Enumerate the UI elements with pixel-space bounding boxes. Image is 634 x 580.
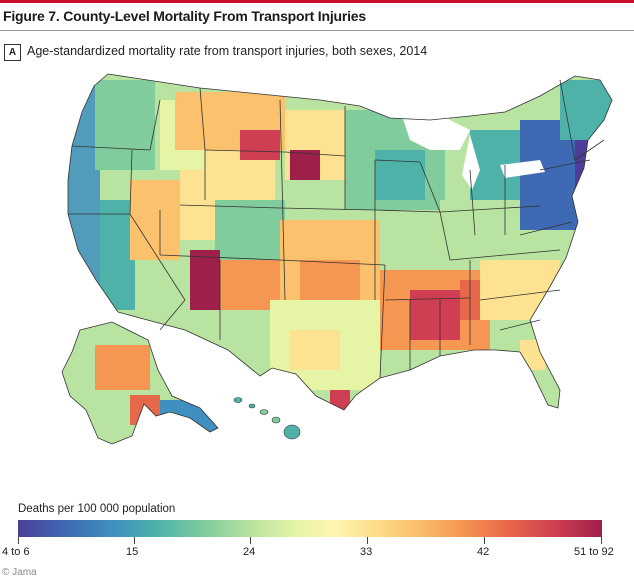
- legend-label-min: 4 to 6: [2, 546, 30, 558]
- panel-letter: A: [4, 44, 21, 61]
- legend-tick: [250, 537, 251, 544]
- legend-label-33: 33: [360, 546, 373, 558]
- legend-label-42: 42: [477, 546, 490, 558]
- us-county-map: [0, 62, 634, 492]
- panel-caption: Age-standardized mortality rate from tra…: [27, 44, 428, 58]
- legend-tick: [134, 537, 135, 544]
- title-divider: [0, 30, 634, 31]
- top-accent-rule: [0, 0, 634, 3]
- legend-title: Deaths per 100 000 population: [18, 503, 176, 515]
- alaska: [61, 321, 219, 445]
- legend-label-24: 24: [243, 546, 256, 558]
- legend-tick: [484, 537, 485, 544]
- legend-label-max: 51 to 92: [574, 546, 614, 558]
- legend-tick: [367, 537, 368, 544]
- state-borders: [67, 73, 613, 411]
- great-lakes: [400, 110, 470, 150]
- legend-label-15: 15: [126, 546, 139, 558]
- hawaii: [233, 397, 301, 440]
- legend-tick: [601, 537, 602, 544]
- legend-tick: [18, 537, 19, 544]
- figure-title: Figure 7. County-Level Mortality From Tr…: [3, 8, 366, 24]
- image-credit: © Jama: [2, 567, 37, 578]
- legend-color-bar: [18, 520, 602, 537]
